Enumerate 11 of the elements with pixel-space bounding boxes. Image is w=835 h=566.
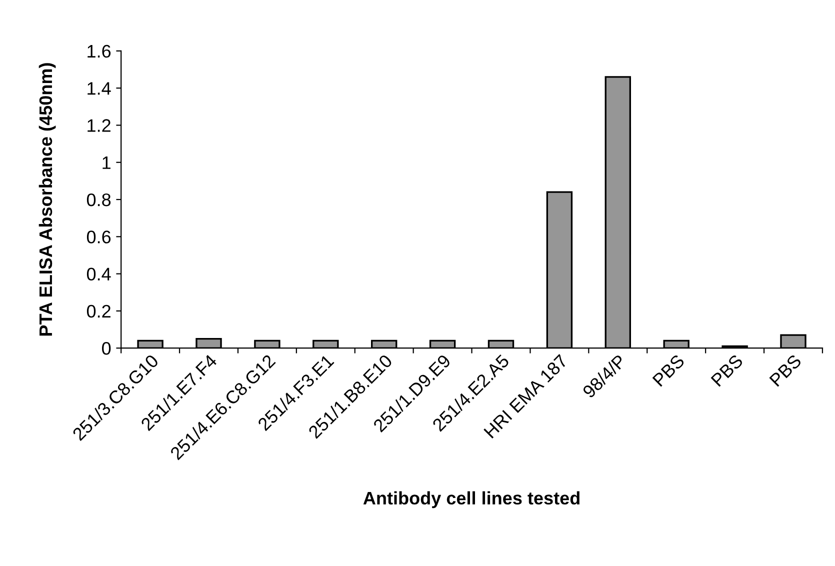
y-tick-label: 0.6 bbox=[86, 230, 111, 244]
y-axis-title: PTA ELISA Absorbance (450nm) bbox=[38, 63, 56, 336]
y-tick-label: 0 bbox=[102, 342, 111, 355]
y-tick-label: 1 bbox=[102, 156, 110, 169]
y-tick-label: 0.4 bbox=[86, 268, 111, 281]
y-tick-label: 0.2 bbox=[86, 304, 110, 318]
y-tick-label: 1.4 bbox=[88, 82, 111, 95]
y-tick-label: 1.2 bbox=[88, 119, 110, 132]
y-tick-label: 0.8 bbox=[86, 193, 111, 206]
x-axis-title: Antibody cell lines tested bbox=[363, 491, 580, 508]
y-tick-label: 1.6 bbox=[88, 44, 111, 58]
